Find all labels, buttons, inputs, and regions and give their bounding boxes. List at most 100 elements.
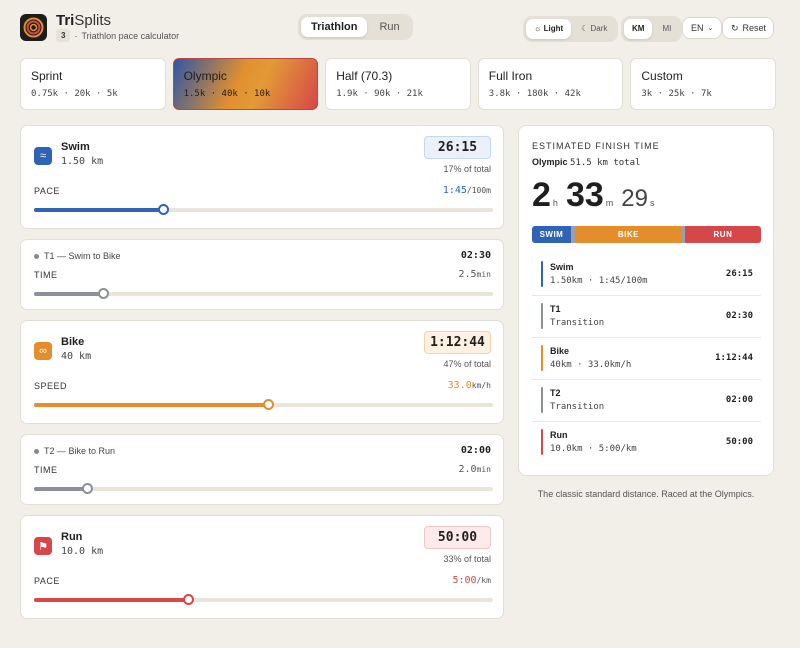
preset-half[interactable]: Half (70.3) 1.9k · 90k · 21k (325, 58, 471, 110)
slider-thumb[interactable] (263, 399, 275, 410)
subtitle-text: Triathlon pace calculator (81, 30, 180, 41)
swim-pace-slider[interactable] (34, 204, 493, 215)
split-row-run: Run 10.0km · 5:00/km 50:00 (532, 422, 761, 464)
bike-speed-slider[interactable] (34, 399, 493, 410)
row-color-bar (541, 261, 543, 287)
preset-distances: 1.9k · 90k · 21k (336, 89, 423, 99)
row-color-bar (541, 303, 543, 329)
preset-distances: 1.5k · 40k · 10k (183, 89, 271, 99)
slider-fill (34, 403, 269, 407)
leg-distance: 10.0 km (61, 546, 104, 557)
split-row-t1: T1 Transition 02:30 (532, 296, 761, 338)
split-list: Swim 1.50km · 1:45/100m 26:15 T1 Transit… (532, 254, 761, 464)
preset-sprint[interactable]: Sprint 0.75k · 20k · 5k (20, 58, 166, 110)
mode-run-button[interactable]: Run (379, 21, 400, 33)
run-pace-slider[interactable] (34, 594, 493, 605)
leg-distance: 1.50 km (61, 156, 104, 167)
row-time: 02:00 (725, 395, 753, 405)
leg-name: Run (61, 531, 83, 543)
reset-label: Reset (742, 23, 767, 33)
metric-value: 2.5min (458, 269, 491, 280)
summary-label: ESTIMATED FINISH TIME (532, 141, 660, 151)
units-toggle: KM MI (621, 16, 683, 42)
swim-time-input[interactable]: 26:15 (424, 136, 491, 159)
preset-distances: 3.8k · 180k · 42k (488, 89, 581, 99)
split-segment-run: RUN (685, 226, 761, 243)
row-detail: Transition (550, 402, 605, 412)
leg-name: Swim (61, 141, 90, 153)
row-detail: Transition (550, 318, 605, 328)
app-logo (20, 14, 47, 41)
row-detail: 10.0km · 5:00/km (550, 444, 637, 454)
row-time: 02:30 (725, 311, 753, 321)
metric-value: 2.0min (458, 464, 491, 475)
split-segment-transition (682, 226, 686, 243)
metric-label: SPEED (34, 381, 68, 391)
preset-selector: Sprint 0.75k · 20k · 5k Olympic 1.5k · 4… (20, 58, 776, 110)
units-km-button[interactable]: KM (624, 19, 653, 39)
run-time-input[interactable]: 50:00 (424, 526, 491, 549)
row-time: 1:12:44 (715, 353, 753, 363)
preset-name: Olympic (183, 69, 227, 83)
version-badge: 3 (56, 29, 71, 42)
run-card: ⚑ Run 10.0 km 50:00 33% of total PACE 5:… (20, 515, 504, 619)
transition-title: T1 — Swim to Bike (34, 251, 121, 261)
finish-minutes: 33 (565, 176, 604, 214)
summary-preset: Olympic 51.5 km total (532, 157, 641, 168)
split-row-bike: Bike 40km · 33.0km/h 1:12:44 (532, 338, 761, 380)
leg-name: Bike (61, 336, 85, 348)
bullet-icon (34, 253, 39, 259)
slider-fill (34, 292, 103, 296)
language-select[interactable]: EN ⌄ (682, 17, 723, 39)
finish-hours: 2 (532, 176, 551, 214)
mode-triathlon-button[interactable]: Triathlon (301, 17, 368, 37)
t2-time-slider[interactable] (34, 483, 493, 494)
preset-distances: 0.75k · 20k · 5k (31, 89, 118, 99)
preset-olympic[interactable]: Olympic 1.5k · 40k · 10k (172, 58, 319, 110)
theme-light-button[interactable]: ☼ Light (526, 19, 572, 39)
moon-icon: ☾ (581, 24, 589, 33)
theme-dark-button[interactable]: ☾ Dark (581, 24, 608, 33)
slider-thumb[interactable] (157, 204, 169, 215)
row-time: 50:00 (725, 437, 753, 447)
leg-percent: 47% of total (443, 359, 491, 369)
finish-summary-card: ESTIMATED FINISH TIME Olympic 51.5 km to… (518, 125, 774, 476)
leg-distance: 40 km (61, 351, 92, 362)
preset-custom[interactable]: Custom 3k · 25k · 7k (630, 58, 776, 110)
swim-icon: ≈ (34, 147, 52, 165)
preset-name: Half (70.3) (336, 69, 393, 83)
subtitle-separator: · (74, 30, 78, 41)
row-name: Swim (550, 262, 574, 272)
preset-full-iron[interactable]: Full Iron 3.8k · 180k · 42k (477, 58, 624, 110)
chevron-down-icon: ⌄ (707, 25, 714, 32)
row-name: T2 (550, 388, 561, 398)
units-mi-button[interactable]: MI (662, 24, 672, 33)
t1-card: T1 — Swim to Bike 02:30 TIME 2.5min (20, 239, 504, 310)
bike-icon: ∞ (34, 342, 52, 360)
metric-label: TIME (34, 465, 58, 475)
slider-thumb[interactable] (81, 483, 93, 494)
reset-button[interactable]: ↻ Reset (722, 17, 774, 39)
bullet-icon (34, 448, 39, 454)
app-header: TriSplits 3 · Triathlon pace calculator … (20, 12, 780, 44)
row-color-bar (541, 345, 543, 371)
split-row-t2: T2 Transition 02:00 (532, 380, 761, 422)
transition-time: 02:00 (460, 445, 491, 456)
row-color-bar (541, 429, 543, 455)
split-segment-transition (570, 226, 575, 243)
row-name: Bike (550, 346, 570, 356)
metric-value: 1:45/100m (442, 185, 491, 196)
slider-thumb[interactable] (97, 288, 109, 299)
language-value: EN (691, 23, 704, 33)
t2-card: T2 — Bike to Run 02:00 TIME 2.0min (20, 434, 504, 505)
bike-card: ∞ Bike 40 km 1:12:44 47% of total SPEED … (20, 320, 504, 424)
bike-time-input[interactable]: 1:12:44 (424, 331, 491, 354)
row-detail: 1.50km · 1:45/100m (550, 276, 648, 286)
run-icon: ⚑ (34, 537, 52, 555)
split-segment-bike: BIKE (574, 226, 683, 243)
slider-thumb[interactable] (182, 594, 194, 605)
preset-description: The classic standard distance. Raced at … (537, 489, 755, 499)
t1-time-slider[interactable] (34, 288, 493, 299)
mode-toggle: Triathlon Run (298, 14, 413, 40)
